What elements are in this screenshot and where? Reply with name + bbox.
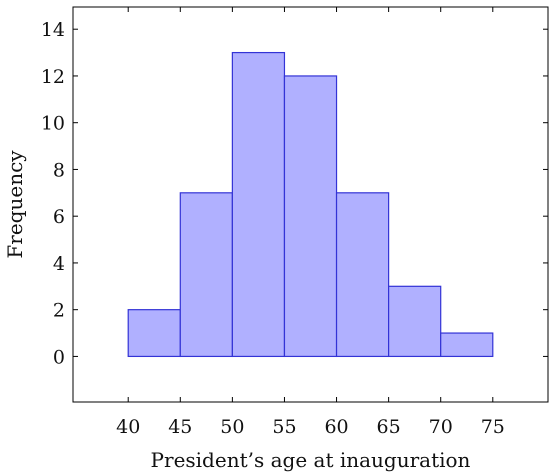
y-tick-label: 4 [53, 253, 65, 275]
y-axis-title: Frequency [3, 150, 27, 259]
y-tick-label: 12 [41, 66, 65, 88]
histogram-bar-40-45 [127, 309, 181, 358]
histogram-bar-55-60 [283, 75, 338, 358]
y-tick-label: 2 [53, 300, 65, 322]
histogram-bar-50-55 [231, 51, 286, 358]
x-tick-label: 50 [220, 416, 244, 438]
x-tick-label: 55 [272, 416, 296, 438]
y-tick-label: 6 [53, 206, 65, 228]
x-tick-label: 60 [324, 416, 348, 438]
x-tick-label: 70 [429, 416, 453, 438]
histogram-bar-45-50 [179, 192, 233, 358]
x-tick-label: 40 [116, 416, 140, 438]
x-tick-label: 45 [168, 416, 192, 438]
x-axis-title: President’s age at inauguration [151, 448, 471, 472]
x-tick-label: 75 [481, 416, 505, 438]
histogram-bar-60-65 [335, 192, 390, 358]
y-tick-label: 8 [53, 159, 65, 181]
ticks-layer [73, 7, 548, 402]
histogram-bar-70-75 [440, 332, 494, 358]
y-tick-label: 10 [41, 113, 65, 135]
y-tick-label: 14 [41, 19, 65, 41]
bars-layer [127, 51, 494, 358]
tick-labels-layer: 40 45 50 55 60 65 70 75 0 2 4 6 8 10 12 14 [41, 19, 505, 438]
x-tick-label: 65 [377, 416, 401, 438]
y-tick-label: 0 [53, 346, 65, 368]
histogram-bar-65-70 [388, 285, 442, 358]
plot-frame [72, 6, 549, 403]
